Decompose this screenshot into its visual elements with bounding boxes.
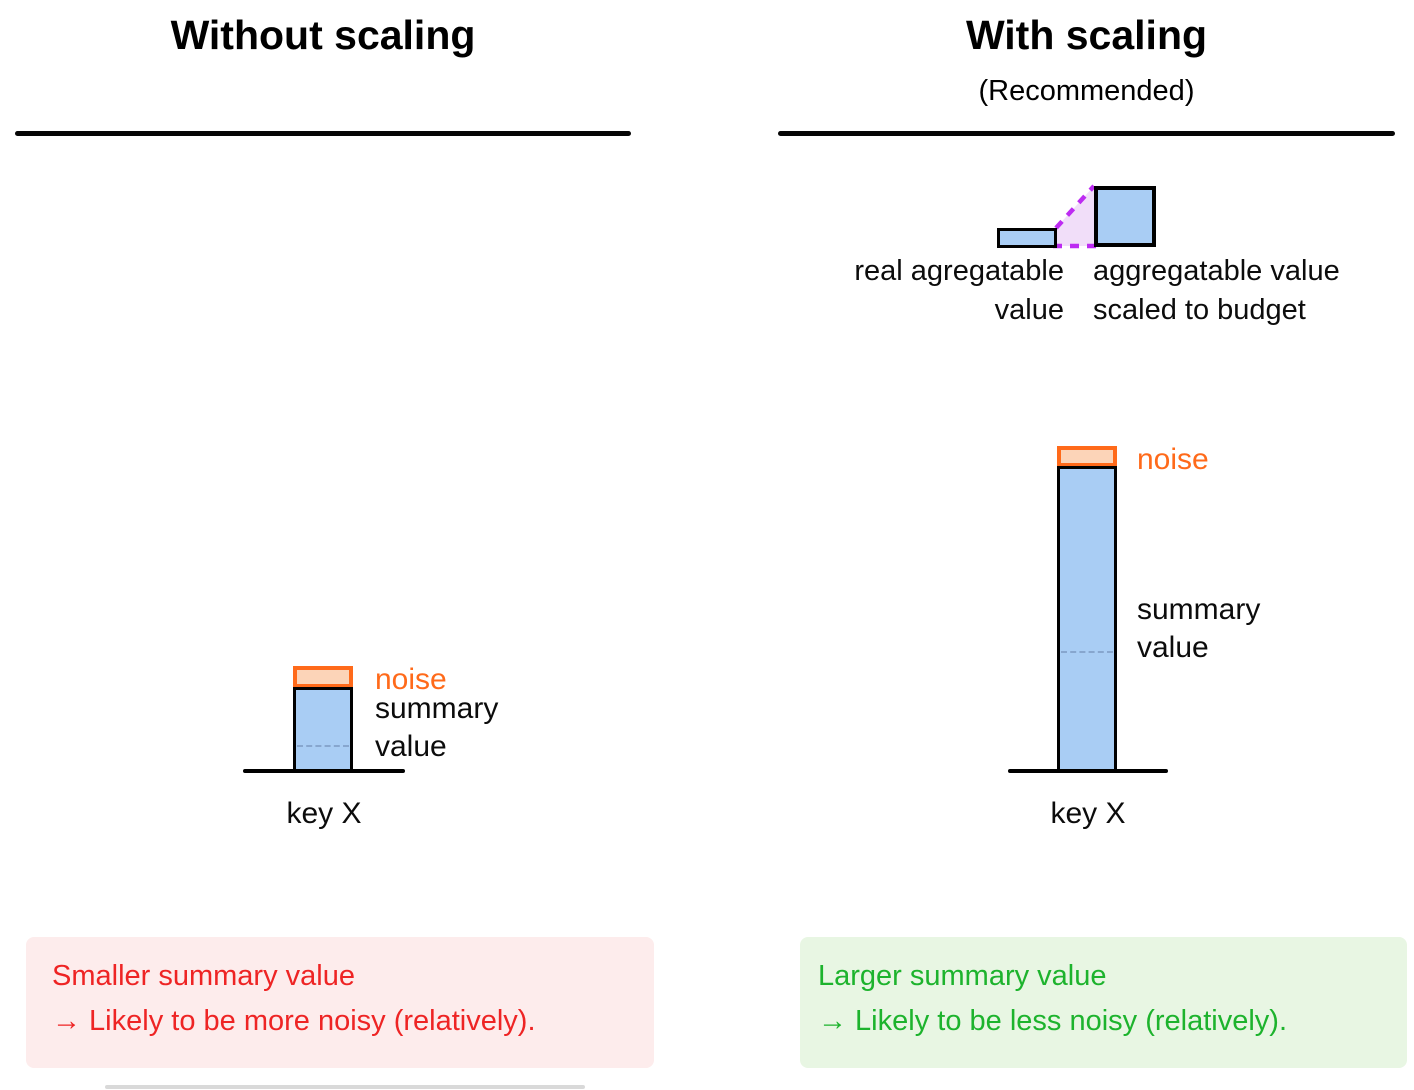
real-value-label-line2: value <box>994 294 1064 326</box>
right-x-axis <box>1008 769 1168 773</box>
right-axis-key-label: key X <box>1050 797 1126 830</box>
scaled-value-label-line1: aggregatable value <box>1093 255 1340 287</box>
scaled-value-label-line2: scaled to budget <box>1093 294 1306 326</box>
left-summary-label: summary value <box>375 690 498 766</box>
right-true-value-line <box>1061 651 1113 653</box>
left-callout-line1: Smaller summary value <box>52 960 355 992</box>
right-callout: Larger summary value → Likely to be less… <box>800 937 1407 1068</box>
right-panel-title: With scaling <box>965 12 1208 58</box>
left-divider <box>15 131 631 136</box>
scaled-value-bar <box>1094 186 1156 247</box>
right-summary-label-line2: value <box>1137 631 1209 664</box>
left-callout: Smaller summary value → Likely to be mor… <box>26 937 654 1068</box>
bottom-edge-line <box>105 1085 585 1089</box>
left-noise-label: noise <box>375 663 447 696</box>
left-noise-cap-bar <box>293 666 353 688</box>
real-value-bar <box>997 228 1057 248</box>
real-value-label-line1: real agregatable <box>854 255 1064 287</box>
right-summary-label-line1: summary <box>1137 593 1261 626</box>
left-true-value-line <box>297 745 349 747</box>
right-noise-label: noise <box>1137 443 1209 476</box>
left-summary-label-line1: summary <box>375 692 499 725</box>
left-summary-label-line2: value <box>375 730 447 763</box>
real-value-label: real agregatable value <box>764 252 1064 330</box>
right-callout-line1: Larger summary value <box>818 960 1107 992</box>
right-callout-line2: → Likely to be less noisy (relatively). <box>818 1005 1287 1037</box>
scaled-value-label: aggregatable value scaled to budget <box>1093 252 1413 330</box>
left-panel-title: Without scaling <box>170 12 476 58</box>
right-divider <box>778 131 1395 136</box>
left-x-axis <box>243 769 405 773</box>
left-callout-line2: → Likely to be more noisy (relatively). <box>52 1005 536 1037</box>
right-panel-subtitle: (Recommended) <box>978 75 1195 107</box>
right-summary-label: summary value <box>1137 591 1260 667</box>
left-axis-key-label: key X <box>286 797 362 830</box>
right-summary-bar <box>1057 466 1117 773</box>
scaling-trapezoid-icon <box>1053 184 1096 249</box>
left-summary-bar <box>293 687 353 773</box>
right-noise-cap-bar <box>1057 446 1117 467</box>
